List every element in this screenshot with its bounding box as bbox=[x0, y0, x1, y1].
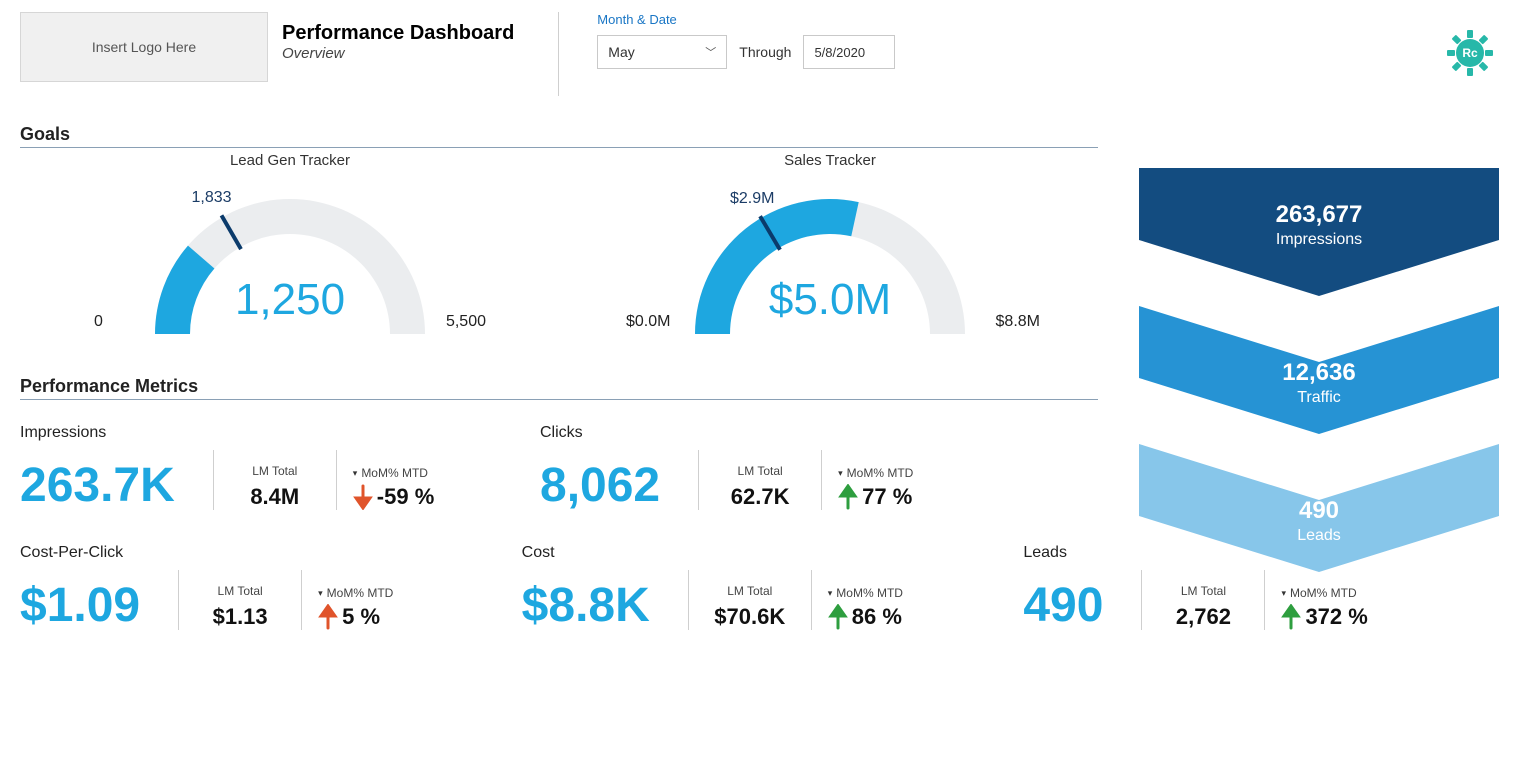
metric-lm: LM Total $1.13 bbox=[195, 584, 285, 630]
metric-value: 263.7K bbox=[20, 462, 197, 510]
lm-label: LM Total bbox=[195, 584, 285, 598]
funnel-label-1: Traffic bbox=[1297, 389, 1341, 406]
sort-icon: ▾ bbox=[353, 468, 358, 479]
metric-name: Impressions bbox=[20, 424, 106, 442]
divider bbox=[213, 450, 214, 510]
lm-value: 62.7K bbox=[715, 484, 805, 510]
gauge-sales-min: $0.0M bbox=[626, 313, 670, 331]
mom-value: 5 % bbox=[342, 604, 380, 630]
gauge-lead-max: 5,500 bbox=[446, 313, 486, 331]
metric-value: $8.8K bbox=[522, 582, 672, 630]
metric-name: Cost bbox=[522, 544, 555, 562]
divider bbox=[558, 12, 559, 96]
lm-value: 8.4M bbox=[230, 484, 320, 510]
goals-section-title: Goals bbox=[20, 124, 1495, 145]
gauge-sales-marker: $2.9M bbox=[730, 190, 774, 208]
page-title: Performance Dashboard bbox=[282, 22, 514, 45]
divider bbox=[336, 450, 337, 510]
funnel-label-0: Impressions bbox=[1276, 231, 1362, 248]
gauge-lead-title: Lead Gen Tracker bbox=[20, 148, 560, 169]
metric-value: $1.09 bbox=[20, 582, 162, 630]
metric-lm: LM Total 8.4M bbox=[230, 464, 320, 510]
arrow-up-icon bbox=[838, 484, 856, 510]
gauge-lead: Lead Gen Tracker 0 5,500 1,250 1,833 bbox=[20, 148, 560, 348]
funnel-chart: 263,677 Impressions 12,636 Traffic 490 Leads bbox=[1129, 168, 1509, 653]
metric-lm: LM Total $70.6K bbox=[705, 584, 795, 630]
metric-lm: LM Total 62.7K bbox=[715, 464, 805, 510]
lm-value: $1.13 bbox=[195, 604, 285, 630]
metric-name: Clicks bbox=[540, 424, 583, 442]
date-input-value: 5/8/2020 bbox=[814, 45, 865, 60]
lm-label: LM Total bbox=[230, 464, 320, 478]
divider bbox=[178, 570, 179, 630]
lm-label: LM Total bbox=[705, 584, 795, 598]
mom-label: MoM% MTD bbox=[361, 466, 428, 480]
date-filter: Month & Date May ﹀ Through 5/8/2020 bbox=[597, 12, 895, 69]
funnel-value-2: 490 bbox=[1299, 497, 1339, 524]
gauge-sales: Sales Tracker $0.0M $8.8M $5.0M $2.9M bbox=[560, 148, 1100, 348]
gauge-lead-min: 0 bbox=[94, 313, 103, 331]
lm-label: LM Total bbox=[715, 464, 805, 478]
date-input[interactable]: 5/8/2020 bbox=[803, 35, 895, 69]
divider bbox=[688, 570, 689, 630]
metric-value: 490 bbox=[1023, 582, 1125, 630]
logo-placeholder-text: Insert Logo Here bbox=[92, 39, 196, 55]
lm-value: $70.6K bbox=[705, 604, 795, 630]
logo-placeholder[interactable]: Insert Logo Here bbox=[20, 12, 268, 82]
metric-impressions: Impressions 263.7K LM Total 8.4M ▾MoM% M… bbox=[20, 450, 510, 510]
metric-name: Cost-Per-Click bbox=[20, 544, 123, 562]
arrow-up-icon bbox=[828, 604, 846, 630]
funnel-value-1: 12,636 bbox=[1282, 359, 1355, 386]
gauge-sales-value: $5.0M bbox=[769, 275, 891, 325]
metric-cost-per-click: Cost-Per-Click $1.09 LM Total $1.13 ▾MoM… bbox=[20, 570, 492, 630]
through-label: Through bbox=[739, 44, 791, 60]
chevron-down-icon: ﹀ bbox=[705, 44, 716, 60]
sort-icon: ▾ bbox=[828, 588, 833, 599]
month-select-value: May bbox=[608, 44, 634, 60]
mom-label: MoM% MTD bbox=[847, 466, 914, 480]
divider bbox=[698, 450, 699, 510]
divider bbox=[301, 570, 302, 630]
arrow-down-icon bbox=[353, 484, 371, 510]
metric-cost: Cost $8.8K LM Total $70.6K ▾MoM% MTD 86 … bbox=[522, 570, 994, 630]
funnel-value-0: 263,677 bbox=[1276, 201, 1363, 228]
sort-icon: ▾ bbox=[838, 468, 843, 479]
date-filter-label: Month & Date bbox=[597, 12, 895, 27]
divider bbox=[811, 570, 812, 630]
mom-value: -59 % bbox=[377, 484, 434, 510]
page-subtitle: Overview bbox=[282, 45, 514, 62]
title-block: Performance Dashboard Overview bbox=[282, 22, 514, 62]
mom-label: MoM% MTD bbox=[327, 586, 394, 600]
mom-value: 77 % bbox=[862, 484, 912, 510]
divider bbox=[821, 450, 822, 510]
gauge-sales-title: Sales Tracker bbox=[560, 148, 1100, 169]
gear-icon[interactable]: Rc bbox=[1447, 30, 1493, 81]
month-select[interactable]: May ﹀ bbox=[597, 35, 727, 69]
gauge-sales-max: $8.8M bbox=[996, 313, 1040, 331]
perf-divider bbox=[20, 399, 1098, 400]
funnel-label-2: Leads bbox=[1297, 527, 1341, 544]
metric-name: Leads bbox=[1023, 544, 1067, 562]
gauge-lead-value: 1,250 bbox=[235, 275, 345, 325]
sort-icon: ▾ bbox=[318, 588, 323, 599]
gauge-lead-marker: 1,833 bbox=[191, 189, 231, 207]
svg-text:Rc: Rc bbox=[1462, 46, 1478, 60]
header: Insert Logo Here Performance Dashboard O… bbox=[20, 12, 1495, 96]
mom-value: 86 % bbox=[852, 604, 902, 630]
mom-label: MoM% MTD bbox=[836, 586, 903, 600]
metric-clicks: Clicks 8,062 LM Total 62.7K ▾MoM% MTD 77… bbox=[540, 450, 1030, 510]
arrow-up-icon bbox=[318, 604, 336, 630]
metric-value: 8,062 bbox=[540, 462, 682, 510]
